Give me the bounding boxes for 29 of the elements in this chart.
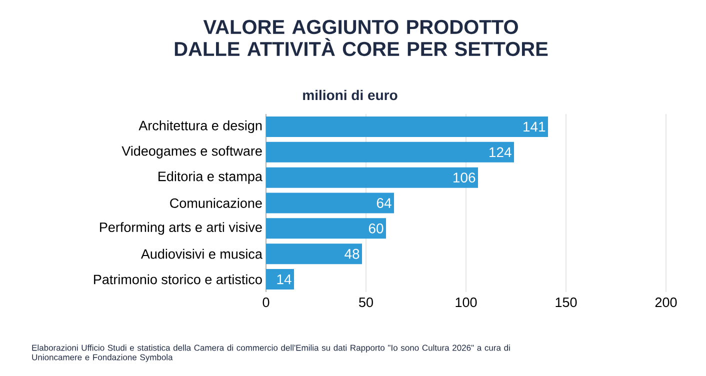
bar <box>266 116 548 137</box>
y-tick-label: Patrimonio storico e artistico <box>94 274 262 284</box>
x-tick-label: 150 <box>556 298 577 308</box>
bar <box>266 269 294 290</box>
data-label: 64 <box>376 198 392 208</box>
y-tick-label: Audiovisivi e musica <box>140 248 262 259</box>
bar <box>266 218 386 239</box>
y-tick-label: Editoria e stampa <box>158 171 262 184</box>
text: Elaborazioni Ufficio Studi e statistica della Camera di commercio dell'Emilia su dati Rapporto "Io sono Cultura 2026" a cura di Unioncamere e Fondazione Symbola <box>32 344 510 362</box>
data-label: 60 <box>368 223 384 234</box>
y-tick-label: Videogames e software <box>122 146 262 158</box>
x-tick-label: 0 <box>262 298 270 308</box>
bar <box>266 142 514 162</box>
data-label: 124 <box>490 147 512 158</box>
x-tick-label: 100 <box>456 298 477 308</box>
data-label: 14 <box>277 274 292 284</box>
data-label: 106 <box>454 172 476 183</box>
bar <box>266 167 478 188</box>
data-label: 48 <box>344 248 360 259</box>
bar <box>266 192 394 214</box>
data-label: 141 <box>524 122 546 132</box>
chart-title: VALORE AGGIUNTO PRODOTTO DALLE ATTIVITÀ CORE PER SETTORE <box>174 20 548 56</box>
bar <box>266 244 362 264</box>
y-tick-label: Comunicazione <box>170 198 262 208</box>
x-tick-label: 200 <box>655 298 677 308</box>
y-tick-label: Performing arts e arti visive <box>100 222 262 235</box>
y-tick-label: Architettura e design <box>138 120 262 134</box>
x-tick-label: 50 <box>359 298 373 308</box>
chart-subtitle: milioni di euro <box>303 90 398 100</box>
